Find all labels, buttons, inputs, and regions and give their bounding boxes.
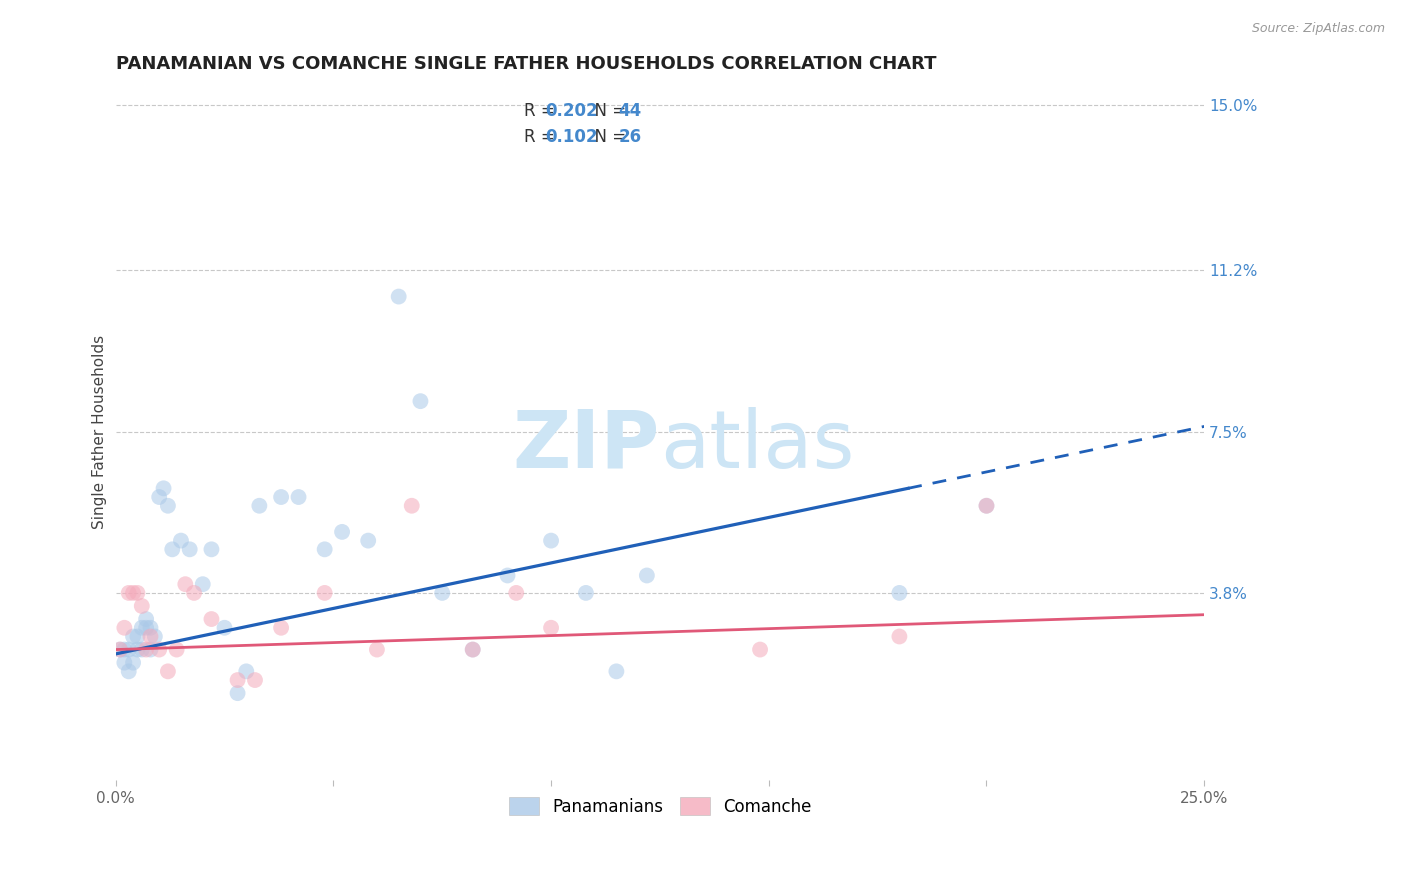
Point — [139, 630, 162, 644]
Text: R =: R = — [524, 102, 560, 120]
Point — [540, 533, 562, 548]
Text: 0.102: 0.102 — [546, 128, 598, 146]
Point — [270, 621, 292, 635]
Point — [388, 289, 411, 303]
Point — [540, 621, 562, 635]
Point — [191, 577, 214, 591]
Point — [122, 586, 145, 600]
Point — [247, 499, 270, 513]
Point — [112, 642, 135, 657]
Point — [170, 533, 193, 548]
Point — [409, 394, 432, 409]
Point — [200, 612, 222, 626]
Point — [357, 533, 380, 548]
Point — [330, 524, 353, 539]
Point — [287, 490, 309, 504]
Point — [889, 586, 911, 600]
Text: N =: N = — [583, 102, 631, 120]
Point — [636, 568, 658, 582]
Point — [432, 586, 454, 600]
Point — [118, 586, 141, 600]
Point — [127, 630, 149, 644]
Point — [135, 642, 157, 657]
Text: R =: R = — [524, 128, 560, 146]
Point — [131, 621, 153, 635]
Point — [179, 542, 201, 557]
Point — [166, 642, 188, 657]
Point — [148, 490, 170, 504]
Point — [243, 673, 266, 687]
Point — [118, 665, 141, 679]
Point — [976, 499, 998, 513]
Point — [135, 612, 157, 626]
Point — [108, 642, 131, 657]
Text: ZIP: ZIP — [513, 407, 659, 484]
Text: atlas: atlas — [659, 407, 855, 484]
Point — [226, 673, 249, 687]
Point — [749, 642, 772, 657]
Point — [112, 621, 135, 635]
Point — [314, 542, 336, 557]
Point — [366, 642, 388, 657]
Point — [139, 642, 162, 657]
Point — [183, 586, 205, 600]
Point — [605, 665, 627, 679]
Text: 26: 26 — [619, 128, 641, 146]
Point — [461, 642, 484, 657]
Point — [135, 621, 157, 635]
Point — [505, 586, 527, 600]
Text: 0.202: 0.202 — [546, 102, 599, 120]
Point — [235, 665, 257, 679]
Point — [174, 577, 197, 591]
Point — [122, 630, 145, 644]
Point — [112, 656, 135, 670]
Point — [270, 490, 292, 504]
Point — [496, 568, 519, 582]
Point — [156, 499, 179, 513]
Point — [226, 686, 249, 700]
Text: Source: ZipAtlas.com: Source: ZipAtlas.com — [1251, 22, 1385, 36]
Point — [127, 586, 149, 600]
Legend: Panamanians, Comanche: Panamanians, Comanche — [501, 789, 820, 824]
Point — [214, 621, 236, 635]
Point — [131, 599, 153, 613]
Text: 44: 44 — [619, 102, 641, 120]
Point — [162, 542, 184, 557]
Point — [976, 499, 998, 513]
Point — [108, 642, 131, 657]
Point — [148, 642, 170, 657]
Y-axis label: Single Father Households: Single Father Households — [93, 334, 107, 529]
Point — [401, 499, 423, 513]
Point — [889, 630, 911, 644]
Point — [127, 642, 149, 657]
Point — [461, 642, 484, 657]
Point — [575, 586, 598, 600]
Text: PANAMANIAN VS COMANCHE SINGLE FATHER HOUSEHOLDS CORRELATION CHART: PANAMANIAN VS COMANCHE SINGLE FATHER HOU… — [115, 55, 936, 73]
Point — [131, 642, 153, 657]
Text: N =: N = — [583, 128, 631, 146]
Point — [143, 630, 166, 644]
Point — [200, 542, 222, 557]
Point — [122, 656, 145, 670]
Point — [139, 621, 162, 635]
Point — [156, 665, 179, 679]
Point — [118, 642, 141, 657]
Point — [152, 481, 174, 495]
Point — [314, 586, 336, 600]
